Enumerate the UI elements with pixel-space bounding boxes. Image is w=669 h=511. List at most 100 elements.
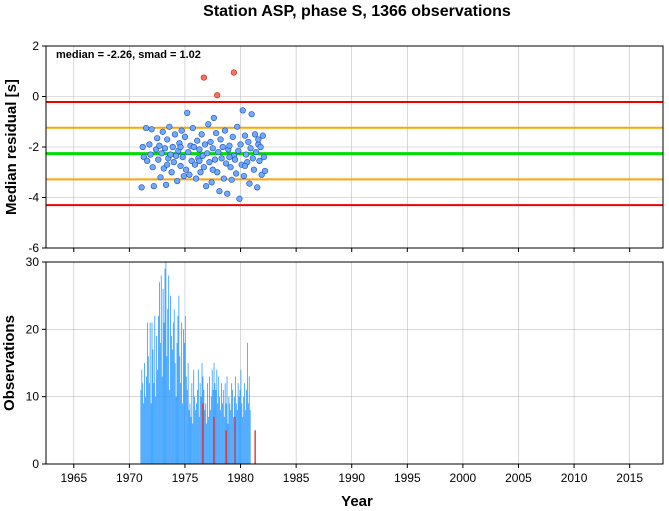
x-tick-label: 1995 <box>394 471 421 485</box>
residual-point <box>167 151 174 158</box>
residual-point <box>209 145 216 152</box>
residual-point <box>194 137 201 144</box>
residual-point <box>159 128 166 135</box>
residual-point <box>180 172 187 180</box>
residual-point <box>158 150 165 157</box>
observation-bar <box>151 322 153 464</box>
observation-bar <box>204 410 206 464</box>
x-tick-label: 1990 <box>338 471 365 485</box>
observation-bar <box>228 396 230 464</box>
observation-bar <box>176 342 178 464</box>
observations-bars <box>140 262 256 464</box>
residual-y-axis-label: Median residual [s] <box>3 79 20 215</box>
observation-bar <box>213 363 215 464</box>
residual-point <box>241 162 249 170</box>
observations-x-ticks: 1965 1970 1975 1980 1985 1990 1995 2000 2005 2010… <box>60 464 643 485</box>
observation-bar <box>141 369 143 464</box>
residual-point <box>162 181 170 188</box>
residual-point <box>154 135 161 142</box>
residual-panel: -6 -4 -2 0 2 median = -2.26, smad = 1.02 Med… <box>3 39 664 255</box>
residual-point <box>155 156 162 163</box>
observation-bar <box>195 410 196 464</box>
observation-bar <box>221 383 222 464</box>
observation-bar <box>197 369 199 464</box>
observation-bar <box>181 322 183 464</box>
observation-bar <box>234 396 235 464</box>
observation-bar <box>182 403 183 464</box>
observation-bar <box>232 389 233 464</box>
observation-bar <box>150 403 152 464</box>
residual-point <box>222 160 230 167</box>
residual-point <box>184 109 191 117</box>
residual-point <box>228 176 235 183</box>
observation-bar <box>149 322 151 464</box>
observation-bar <box>161 376 163 464</box>
residual-point <box>169 143 176 151</box>
residual-point <box>196 146 203 153</box>
residual-point <box>168 169 175 176</box>
residual-outlier-point <box>200 74 207 81</box>
observation-bar <box>246 389 247 464</box>
observation-bar <box>209 376 210 464</box>
residual-point <box>239 107 246 114</box>
observation-bar <box>215 389 217 464</box>
observation-bar <box>249 410 251 464</box>
observation-bar <box>219 396 221 464</box>
x-tick-label: 2015 <box>616 471 643 485</box>
observation-bar <box>196 389 198 464</box>
residual-point <box>208 179 215 186</box>
residual-outlier-point <box>230 69 237 76</box>
observation-bar <box>246 342 248 464</box>
x-tick-label: 1975 <box>172 471 199 485</box>
observation-bar <box>169 389 171 464</box>
observation-bar <box>179 356 181 464</box>
observation-bar <box>148 383 150 464</box>
observation-bar <box>224 383 226 464</box>
observation-bar <box>143 403 145 464</box>
observation-bar <box>159 282 160 464</box>
observation-bar <box>244 383 246 464</box>
x-tick-label: 2000 <box>450 471 477 485</box>
observation-bar <box>230 410 232 464</box>
observations-panel: 0 10 20 30 1965 1970 1975 1980 1985 1990 1995 2000… <box>1 255 664 510</box>
residual-point <box>237 141 244 148</box>
residual-point <box>256 157 263 164</box>
residual-point <box>249 155 256 162</box>
observation-bar <box>194 396 196 464</box>
observation-bar <box>185 376 187 464</box>
observation-bar <box>247 403 249 464</box>
residual-point <box>255 136 262 143</box>
observation-bar <box>231 383 233 464</box>
y-tick-label: 10 <box>26 390 40 404</box>
observation-bar <box>229 403 231 464</box>
observation-bar <box>158 315 159 464</box>
observation-bar <box>200 396 202 464</box>
residual-point <box>146 141 153 148</box>
residual-point <box>226 154 233 161</box>
residual-point <box>251 131 259 138</box>
observation-bar <box>198 416 200 464</box>
observation-bar <box>156 336 158 464</box>
observation-bar <box>196 403 197 464</box>
observation-bar <box>242 416 244 464</box>
observation-bar <box>243 396 245 464</box>
residual-point <box>157 174 164 181</box>
residual-point <box>185 148 192 156</box>
observation-bar <box>172 322 174 464</box>
residual-point <box>200 164 207 171</box>
observation-bar <box>168 275 170 464</box>
residual-point <box>254 184 261 191</box>
residual-outlier-point <box>214 92 221 99</box>
residual-point <box>189 124 196 132</box>
y-tick-label: -4 <box>28 191 39 205</box>
residual-point <box>196 157 203 164</box>
observation-bar <box>191 383 193 464</box>
residual-point <box>190 143 197 151</box>
residual-point <box>260 154 267 161</box>
residual-point <box>142 124 150 132</box>
observation-bar <box>236 410 238 464</box>
observation-bar <box>145 396 146 464</box>
residual-point <box>178 127 185 134</box>
observation-bar <box>237 383 239 464</box>
residual-point <box>235 147 242 154</box>
